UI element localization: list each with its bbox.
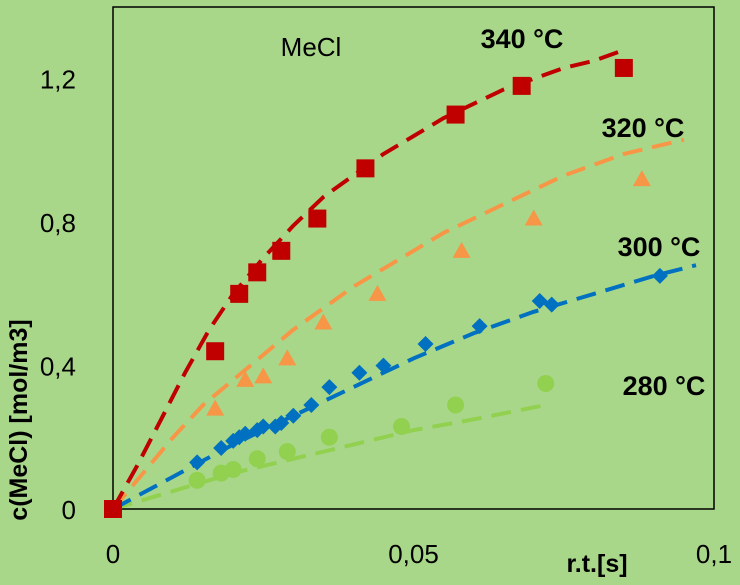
data-point-280-c (537, 375, 555, 392)
x-tick-label: 0,05 (388, 539, 439, 569)
data-point-300-c (543, 296, 560, 313)
data-markers (104, 58, 668, 518)
data-point-340-c (308, 209, 327, 228)
chart-title: MeCl (281, 32, 342, 62)
data-point-300-c (471, 318, 488, 335)
data-point-280-c (248, 450, 266, 468)
data-point-340-c (446, 105, 465, 124)
series-label-320: 320 °C (602, 113, 685, 143)
y-tick-label: 0,8 (40, 208, 76, 238)
data-point-280-c (224, 461, 242, 479)
data-point-340-c (512, 76, 531, 95)
data-point-320-c (632, 170, 651, 187)
axis-ticks: 0 0,05 0,1 0 0,4 0,8 1,2 (40, 65, 732, 569)
fit-line-340-c (111, 48, 625, 510)
data-point-340-c (356, 159, 375, 178)
series-label-340: 340 °C (481, 24, 564, 54)
y-tick-label: 0,4 (40, 352, 76, 382)
data-point-320-c (254, 367, 273, 384)
series-label-300: 300 °C (618, 232, 701, 262)
data-point-320-c (278, 349, 297, 366)
data-point-280-c (447, 396, 465, 414)
data-point-300-c (273, 414, 290, 431)
y-tick-label: 1,2 (40, 65, 76, 95)
y-axis-label: c(MeCl) [mol/m3] (5, 319, 33, 520)
fit-line-280-c (112, 403, 547, 511)
data-point-320-c (452, 241, 471, 258)
data-point-300-c (255, 418, 272, 435)
x-axis-label: r.t.[s] (566, 550, 627, 578)
data-point-300-c (303, 397, 320, 414)
data-point-320-c (314, 313, 333, 330)
data-point-300-c (417, 336, 434, 353)
data-point-280-c (278, 443, 296, 461)
fit-line-300-c (112, 263, 697, 511)
data-point-280-c (392, 418, 410, 436)
data-point-300-c (237, 425, 254, 442)
data-point-300-c (321, 379, 338, 396)
data-point-320-c (206, 399, 225, 416)
data-point-280-c (188, 471, 206, 489)
data-point-340-c (248, 263, 267, 282)
data-point-300-c (651, 267, 668, 284)
data-point-300-c (351, 364, 368, 381)
data-point-280-c (320, 428, 338, 446)
data-point-320-c (236, 370, 255, 387)
x-tick-label: 0 (106, 539, 120, 569)
series-label-280: 280 °C (623, 371, 706, 401)
data-point-340-c (206, 342, 225, 361)
fit-lines (111, 48, 697, 511)
data-point-300-c (189, 454, 206, 471)
data-point-340-c (104, 500, 122, 518)
data-point-300-c (531, 293, 548, 310)
data-point-320-c (524, 209, 543, 226)
data-point-340-c (272, 241, 291, 260)
data-point-340-c (614, 58, 633, 77)
data-point-300-c (375, 357, 392, 374)
data-point-340-c (230, 284, 249, 303)
data-point-320-c (368, 284, 387, 301)
data-point-300-c (213, 440, 230, 457)
y-tick-label: 0 (62, 495, 76, 525)
x-tick-label: 0,1 (696, 539, 732, 569)
data-point-300-c (285, 407, 302, 424)
plot-area (112, 6, 715, 510)
